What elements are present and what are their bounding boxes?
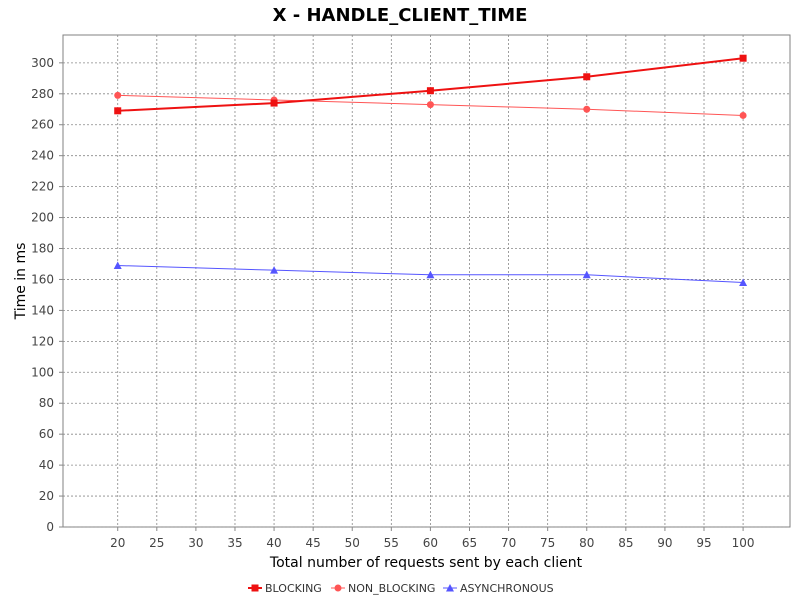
legend-item-non-blocking: NON_BLOCKING [331,582,435,595]
y-axis-ticks: 0 20 40 60 80 100 120 140 160 180 200 220 240 260 280 3… [31,56,63,534]
y-axis-label: Time in ms [13,243,29,321]
data-point-blocking [739,54,747,62]
x-tick-label: 60 [423,536,438,550]
y-tick-label: 100 [31,365,54,379]
y-tick-label: 120 [31,334,54,348]
y-tick-label: 300 [31,56,54,70]
legend-label: NON_BLOCKING [348,582,435,595]
plot-area [62,34,791,528]
grid [63,35,790,528]
legend-label: ASYNCHRONOUS [460,582,554,595]
data-point-asynchronous [582,270,591,279]
data-point-non-blocking [426,101,434,109]
x-tick-label: 35 [227,536,242,550]
y-tick-label: 0 [46,520,54,534]
y-tick-label: 260 [31,118,54,132]
y-tick-label: 180 [31,242,54,256]
y-tick-label: 140 [31,303,54,317]
legend-label: BLOCKING [265,582,322,595]
y-tick-label: 80 [39,396,54,410]
legend-marker [334,584,342,592]
legend-marker [446,584,454,592]
x-tick-label: 85 [618,536,633,550]
x-tick-label: 65 [462,536,477,550]
y-tick-label: 20 [39,489,54,503]
legend: BLOCKING NON_BLOCKING ASYNCHRONOUS [248,582,554,595]
y-tick-label: 40 [39,458,54,472]
x-tick-label: 45 [306,536,321,550]
x-tick-label: 30 [188,536,203,550]
x-tick-label: 70 [501,536,516,550]
x-tick-label: 25 [149,536,164,550]
data-point-blocking [583,73,591,81]
x-tick-label: 75 [540,536,555,550]
y-tick-label: 200 [31,211,54,225]
legend-item-asynchronous: ASYNCHRONOUS [443,582,554,595]
legend-marker [251,584,259,592]
data-point-asynchronous [270,266,279,274]
x-tick-label: 55 [384,536,399,550]
x-axis-ticks: 20 25 30 35 40 45 50 55 60 65 70 75 80 85 90 95 100 [110,527,755,550]
chart-title: X - HANDLE_CLIENT_TIME [273,5,528,26]
data-point-asynchronous [426,270,435,279]
series-layer [113,54,748,287]
y-tick-label: 220 [31,180,54,194]
x-tick-label: 90 [657,536,672,550]
x-tick-label: 50 [345,536,360,550]
x-tick-label: 80 [579,536,594,550]
data-point-non-blocking [114,91,122,99]
data-point-asynchronous [739,278,748,287]
data-point-non-blocking [583,105,591,113]
x-tick-label: 95 [696,536,711,550]
y-tick-label: 160 [31,272,54,286]
x-tick-label: 100 [732,536,755,550]
y-tick-label: 280 [31,87,54,101]
data-point-blocking [426,87,434,95]
legend-item-blocking: BLOCKING [248,582,322,595]
x-tick-label: 40 [266,536,281,550]
data-point-blocking [114,107,122,115]
x-tick-label: 20 [110,536,125,550]
data-point-asynchronous [113,261,122,270]
x-axis-label: Total number of requests sent by each cl… [269,555,583,571]
data-point-blocking [270,99,278,107]
data-point-non-blocking [739,111,747,119]
y-tick-label: 60 [39,427,54,441]
y-tick-label: 240 [31,149,54,163]
